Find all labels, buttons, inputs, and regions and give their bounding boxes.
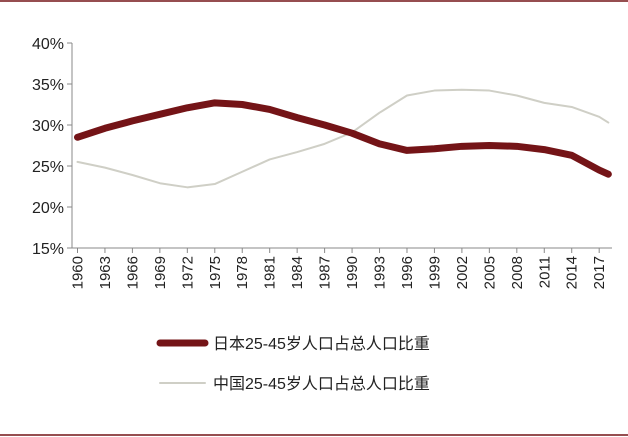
legend-label: 日本25-45岁人口占总人口比重: [213, 335, 430, 353]
legend-label: 中国25-45岁人口占总人口比重: [213, 375, 430, 393]
x-tick-label: 2017: [591, 256, 608, 289]
x-tick-label: 1963: [97, 256, 114, 289]
y-tick-label: 30%: [32, 118, 64, 135]
x-tick-label: 2008: [509, 256, 526, 289]
x-tick-label: 1975: [207, 256, 224, 289]
x-tick-label: 1984: [289, 256, 306, 289]
x-tick-label: 1990: [344, 256, 361, 289]
x-tick-label: 2014: [564, 256, 581, 289]
x-tick-label: 2011: [536, 256, 553, 288]
y-tick-label: 35%: [32, 77, 64, 94]
x-tick-label: 2005: [481, 256, 498, 289]
series-line: [73, 99, 612, 178]
y-tick-label: 20%: [32, 200, 64, 217]
y-tick-label: 40%: [32, 36, 64, 53]
x-tick-label: 1981: [262, 256, 279, 289]
x-tick-label: 1966: [124, 256, 141, 289]
x-tick-label: 1972: [179, 256, 196, 289]
x-tick-label: 1987: [317, 256, 334, 289]
series-line: [76, 88, 610, 189]
x-tick-label: 1996: [399, 256, 416, 289]
x-tick-label: 1969: [152, 256, 169, 289]
x-tick-label: 1999: [426, 256, 443, 289]
x-tick-label: 2002: [454, 256, 471, 289]
x-tick-label: 1960: [69, 256, 86, 289]
y-tick-label: 15%: [32, 241, 64, 258]
y-tick-label: 25%: [32, 159, 64, 176]
x-tick-label: 1978: [234, 256, 251, 289]
x-tick-label: 1993: [372, 256, 389, 289]
